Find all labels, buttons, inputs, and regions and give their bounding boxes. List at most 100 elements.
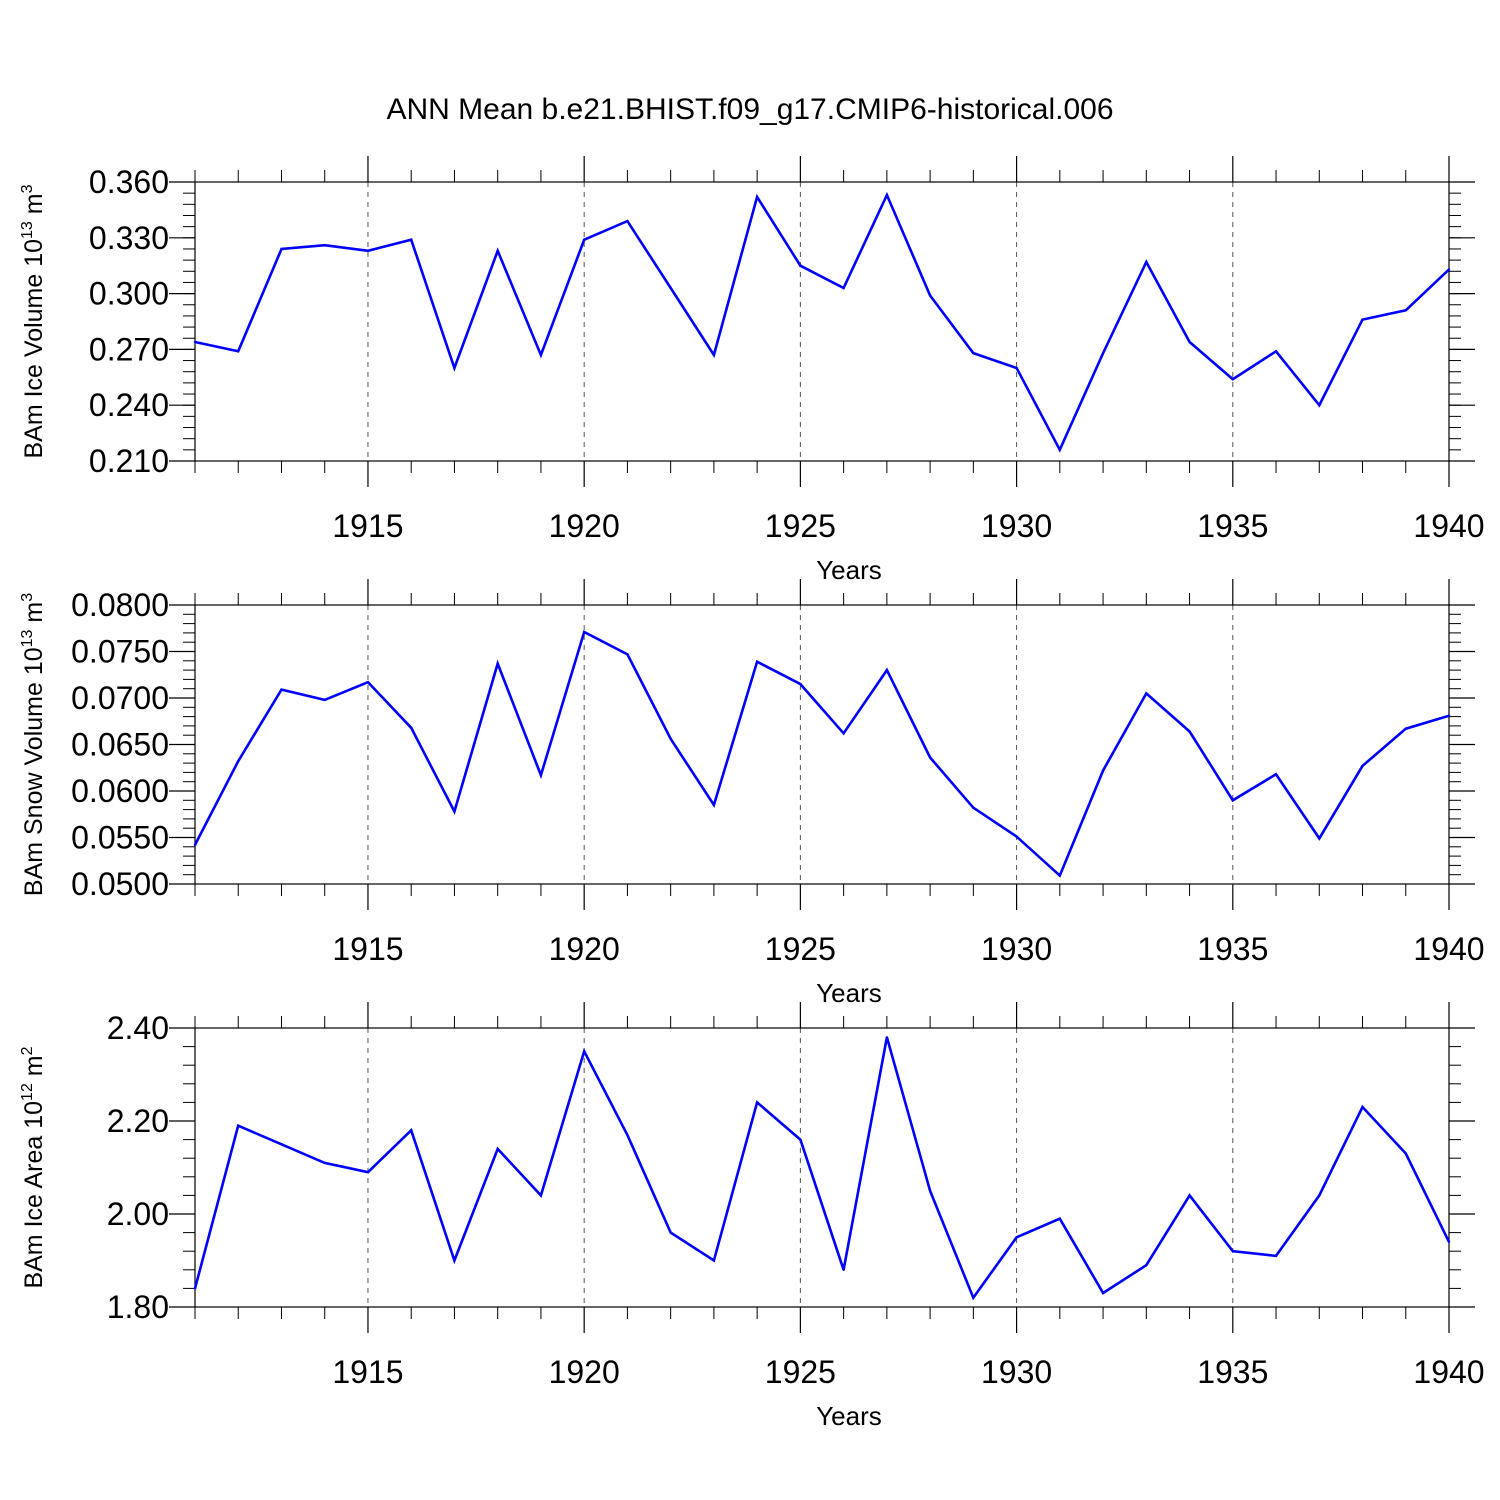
x-tick-label: 1915 (332, 508, 403, 544)
x-axis-label: Years (816, 555, 882, 585)
data-point (1101, 769, 1105, 772)
y-tick-label: 1.80 (107, 1289, 169, 1325)
data-point (193, 843, 197, 847)
panel-3: 1.80 2.00 2.20 2.40 1915 1920 1925 1930 1935 1940… (19, 1002, 1485, 1431)
data-point (928, 294, 932, 297)
plot-frame (194, 181, 1450, 462)
data-point (280, 688, 283, 691)
data-point (799, 1138, 802, 1141)
panel-2: 0.0500 0.0550 0.0600 0.0650 0.0700 0.0750 0.08… (19, 579, 1485, 1008)
data-point (1404, 309, 1407, 312)
y-axis-label: BAm Snow Volume 1013 m3 (19, 593, 48, 896)
y-axis-label: BAm Ice Volume 1013 m3 (19, 184, 48, 458)
data-point (1058, 448, 1062, 452)
y-tick-label: 0.0700 (71, 680, 169, 716)
y-tick-label: 0.240 (89, 387, 169, 423)
data-point (237, 1124, 240, 1127)
x-tick-label: 1930 (981, 931, 1052, 967)
data-point (280, 247, 283, 251)
data-point (712, 353, 716, 357)
data-point (1015, 366, 1018, 370)
x-tick-label: 1940 (1413, 508, 1484, 544)
data-point (582, 1050, 586, 1053)
data-point (928, 1189, 932, 1192)
data-point (1274, 773, 1278, 776)
data-point (972, 351, 975, 355)
data-point (1361, 1105, 1364, 1109)
data-point (410, 1129, 413, 1132)
data-point (539, 1194, 543, 1197)
y-tick-label: 2.40 (107, 1010, 169, 1046)
data-point (755, 1101, 759, 1104)
data-point (842, 1268, 845, 1272)
data-point (1188, 1194, 1191, 1197)
data-point (496, 662, 499, 665)
data-point (1447, 268, 1451, 271)
data-point (1101, 351, 1105, 355)
data-point (1361, 318, 1364, 321)
y-tick-label: 0.360 (89, 164, 169, 200)
data-point (410, 726, 413, 729)
data-point (1188, 340, 1191, 344)
data-point (626, 1133, 629, 1137)
data-point (539, 773, 543, 777)
data-point (366, 249, 370, 253)
data-point (237, 350, 240, 353)
x-tick-label: 1925 (765, 1354, 836, 1390)
data-point (410, 238, 413, 241)
data-point (1361, 764, 1364, 768)
data-point (885, 668, 889, 672)
y-axis-label: BAm Ice Area 1012 m2 (19, 1046, 48, 1288)
y-tick-label: 0.300 (89, 276, 169, 312)
x-tick-label: 1940 (1413, 931, 1484, 967)
data-point (972, 1296, 975, 1299)
data-point (280, 1143, 283, 1146)
series-line (193, 1036, 1451, 1301)
data-point (1145, 1263, 1148, 1267)
x-tick-label: 1940 (1413, 1354, 1484, 1390)
data-point (1015, 1236, 1018, 1239)
y-tick-label: 0.210 (89, 443, 169, 479)
data-point (1188, 730, 1191, 733)
data-point (928, 756, 932, 759)
x-tick-label: 1920 (549, 508, 620, 544)
y-tick-label: 0.330 (89, 220, 169, 256)
data-point (1058, 874, 1062, 877)
data-point (323, 698, 326, 702)
data-point (453, 366, 456, 370)
series-line (194, 191, 1450, 453)
data-point (669, 1231, 672, 1234)
data-point (712, 803, 716, 807)
data-point (1145, 692, 1148, 695)
y-tick-label: 0.0800 (71, 587, 169, 623)
data-point (1015, 835, 1018, 838)
data-point (366, 680, 370, 684)
data-point (1058, 1217, 1062, 1220)
data-point (799, 682, 802, 686)
y-tick-label: 0.0600 (71, 773, 169, 809)
data-point (496, 249, 499, 253)
data-point (193, 1287, 197, 1290)
data-point (453, 810, 456, 813)
data-point (1274, 350, 1278, 353)
data-point (1145, 260, 1148, 264)
x-tick-label: 1925 (765, 508, 836, 544)
data-point (366, 1170, 370, 1174)
plot-frame (194, 604, 1450, 885)
data-point (1447, 1240, 1451, 1244)
data-point (885, 193, 889, 197)
x-tick-label: 1935 (1197, 931, 1268, 967)
data-point (755, 195, 759, 199)
data-point (626, 219, 629, 223)
x-axis-label: Years (816, 978, 882, 1008)
x-tick-label: 1930 (981, 1354, 1052, 1390)
data-point (755, 660, 759, 663)
data-point (1447, 714, 1451, 717)
data-point (669, 286, 672, 290)
data-point (799, 264, 802, 267)
y-tick-label: 0.0750 (71, 634, 169, 670)
data-point (237, 760, 240, 763)
series-line (193, 630, 1450, 878)
x-tick-label: 1935 (1197, 508, 1268, 544)
